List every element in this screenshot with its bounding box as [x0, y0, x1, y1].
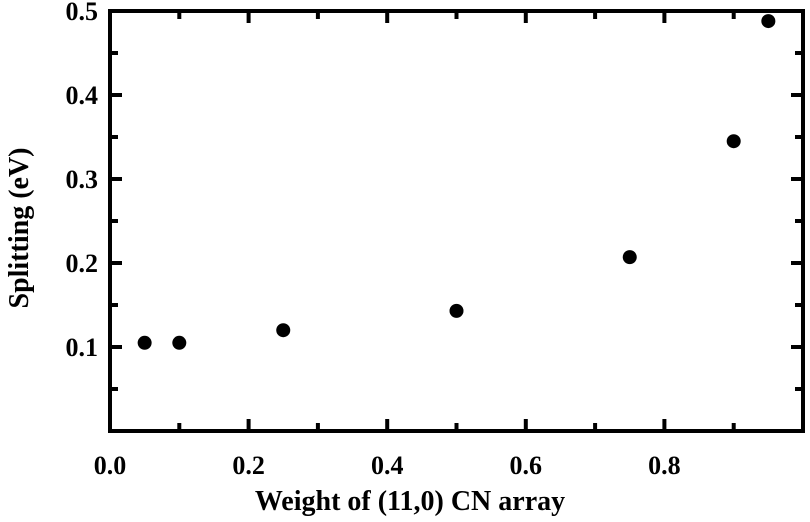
x-tick-label: 0.0 [94, 451, 127, 480]
y-tick-label: 0.4 [66, 81, 99, 110]
x-tick-label: 0.8 [648, 451, 681, 480]
data-point [172, 335, 187, 350]
y-axis-title: Splitting (eV) [4, 148, 35, 309]
data-point [622, 250, 637, 265]
x-tick-label: 0.2 [232, 451, 265, 480]
data-point [761, 14, 776, 29]
x-tick-labels: 0.0 0.2 0.4 0.6 0.8 [94, 451, 681, 480]
x-tick-label: 0.4 [371, 451, 404, 480]
data-point [276, 323, 291, 338]
x-axis-title: Weight of (11,0) CN array [255, 486, 565, 517]
y-tick-label: 0.2 [66, 249, 99, 278]
data-points [137, 14, 776, 350]
y-tick-labels: 0.1 0.2 0.3 0.4 0.5 [66, 0, 99, 362]
y-tick-label: 0.3 [66, 165, 99, 194]
data-point [449, 303, 464, 318]
y-tick-label: 0.5 [66, 0, 99, 26]
data-point [137, 335, 152, 350]
x-tick-label: 0.6 [510, 451, 543, 480]
data-point [726, 134, 741, 149]
plot-frame [108, 9, 805, 433]
axis-ticks [108, 9, 805, 433]
y-tick-label: 0.1 [66, 333, 99, 362]
